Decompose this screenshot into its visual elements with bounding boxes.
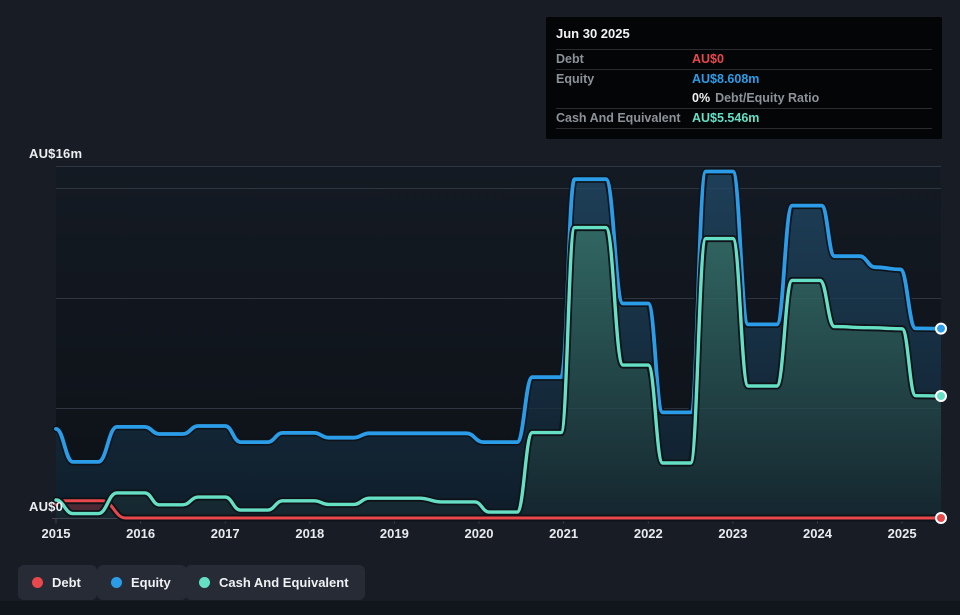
tooltip: Jun 30 2025 Debt AU$0 Equity AU$8.608m 0… [546,17,942,139]
tooltip-debt-value: AU$0 [692,50,724,69]
x-axis-label-2021: 2021 [549,526,578,541]
bottom-band [0,601,960,615]
tooltip-row-ratio: 0% Debt/Equity Ratio [556,89,932,109]
tooltip-cash-label: Cash And Equivalent [556,109,692,128]
debt-equity-history-panel: AU$16m AU$0 2015 2016 2017 2018 2019 2020 2021… [0,0,960,615]
debt-endpoint-dot [936,513,946,523]
x-axis-label-2024: 2024 [803,526,832,541]
equity-dot-icon [111,577,122,588]
tooltip-row-debt: Debt AU$0 [556,50,932,70]
legend-item-debt[interactable]: Debt [18,565,97,600]
cash-endpoint-dot [936,391,946,401]
y-axis-zero-label: AU$0 [29,499,63,514]
x-axis-label-2023: 2023 [718,526,747,541]
x-axis-label-2017: 2017 [211,526,240,541]
legend-debt-label: Debt [52,575,81,590]
x-axis-label-2025: 2025 [888,526,917,541]
legend-cash-label: Cash And Equivalent [219,575,349,590]
y-axis-max-label: AU$16m [29,146,82,161]
tooltip-ratio-label: Debt/Equity Ratio [715,91,819,105]
tooltip-row-equity: Equity AU$8.608m [556,70,932,89]
legend: Debt Equity Cash And Equivalent [0,565,960,600]
x-axis-label-2018: 2018 [295,526,324,541]
tooltip-ratio-value: 0% [692,91,710,105]
x-axis-label-2016: 2016 [126,526,155,541]
debt-dot-icon [32,577,43,588]
tooltip-cash-value: AU$5.546m [692,109,759,128]
x-axis-label-2020: 2020 [465,526,494,541]
cash-dot-icon [199,577,210,588]
tooltip-row-cash: Cash And Equivalent AU$5.546m [556,109,932,129]
tooltip-debt-label: Debt [556,50,692,69]
x-axis-labels: 2015 2016 2017 2018 2019 2020 2021 2022 2023 2024… [0,526,960,542]
equity-endpoint-dot [936,324,946,334]
tooltip-date: Jun 30 2025 [556,17,932,50]
legend-equity-label: Equity [131,575,171,590]
tooltip-equity-label: Equity [556,70,692,89]
tooltip-equity-value: AU$8.608m [692,70,759,89]
x-axis-label-2015: 2015 [42,526,71,541]
x-axis-label-2019: 2019 [380,526,409,541]
x-axis-label-2022: 2022 [634,526,663,541]
legend-item-cash[interactable]: Cash And Equivalent [185,565,365,600]
legend-item-equity[interactable]: Equity [97,565,187,600]
